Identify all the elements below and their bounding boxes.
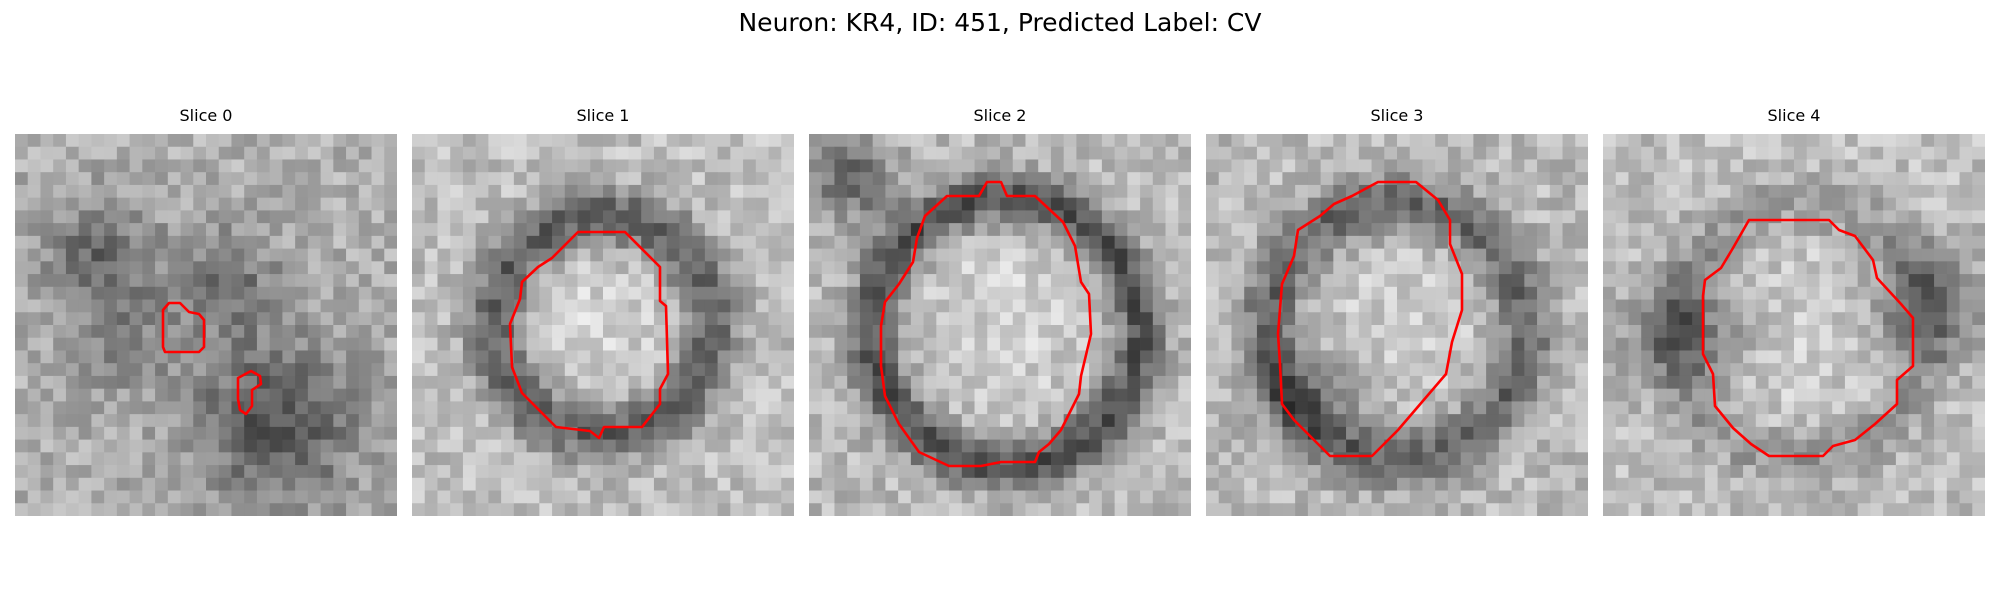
slice-title-3: Slice 3: [1370, 106, 1424, 125]
slice-title-4: Slice 4: [1767, 106, 1821, 125]
slice-image-4: [1603, 134, 1985, 516]
segmentation-contour: [161, 301, 206, 354]
segmentation-contour: [1701, 218, 1915, 458]
slice-image-0: [15, 134, 397, 516]
slice-pixels-0: [15, 134, 397, 516]
slice-pixels-2: [809, 134, 1191, 516]
segmentation-contour: [1276, 180, 1464, 458]
slice-pixels-3: [1206, 134, 1588, 516]
slice-pixels-4: [1603, 134, 1985, 516]
segmentation-contour: [236, 369, 263, 416]
segmentation-contour: [879, 180, 1093, 468]
segmentation-contour: [508, 230, 670, 440]
slice-image-3: [1206, 134, 1588, 516]
slice-title-0: Slice 0: [179, 106, 233, 125]
slice-title-2: Slice 2: [973, 106, 1027, 125]
figure-title: Neuron: KR4, ID: 451, Predicted Label: C…: [738, 8, 1262, 37]
slice-title-1: Slice 1: [576, 106, 630, 125]
slice-pixels-1: [412, 134, 794, 516]
slice-image-1: [412, 134, 794, 516]
slice-image-2: [809, 134, 1191, 516]
